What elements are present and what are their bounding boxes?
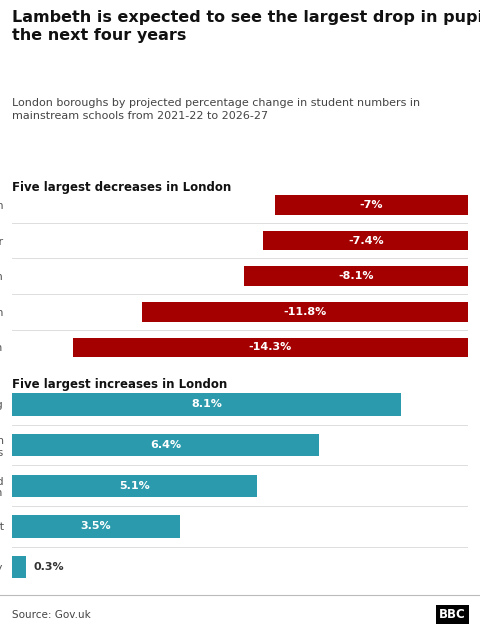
Text: Five largest increases in London: Five largest increases in London bbox=[12, 378, 227, 391]
Text: Source: Gov.uk: Source: Gov.uk bbox=[12, 610, 91, 620]
Bar bbox=[264, 231, 468, 250]
Text: BBC: BBC bbox=[439, 608, 466, 621]
Bar bbox=[73, 338, 468, 357]
Bar bbox=[12, 474, 257, 497]
Bar bbox=[244, 267, 468, 286]
Bar bbox=[12, 515, 180, 538]
Text: 6.4%: 6.4% bbox=[150, 440, 181, 450]
Bar bbox=[275, 196, 468, 215]
Bar bbox=[12, 393, 401, 416]
Text: -11.8%: -11.8% bbox=[283, 307, 326, 317]
Text: -14.3%: -14.3% bbox=[249, 342, 292, 352]
Text: Lambeth is expected to see the largest drop in pupils in
the next four years: Lambeth is expected to see the largest d… bbox=[12, 10, 480, 43]
Bar bbox=[12, 434, 319, 457]
Text: 8.1%: 8.1% bbox=[191, 399, 222, 410]
Text: -7%: -7% bbox=[360, 200, 383, 210]
Text: 3.5%: 3.5% bbox=[81, 521, 111, 531]
Text: -8.1%: -8.1% bbox=[338, 271, 374, 281]
Bar bbox=[12, 556, 26, 578]
Text: -7.4%: -7.4% bbox=[348, 236, 384, 246]
Text: Five largest decreases in London: Five largest decreases in London bbox=[12, 181, 231, 194]
Bar bbox=[142, 302, 468, 321]
Text: 0.3%: 0.3% bbox=[34, 562, 64, 572]
Text: 5.1%: 5.1% bbox=[119, 481, 150, 491]
Text: London boroughs by projected percentage change in student numbers in
mainstream : London boroughs by projected percentage … bbox=[12, 98, 420, 121]
